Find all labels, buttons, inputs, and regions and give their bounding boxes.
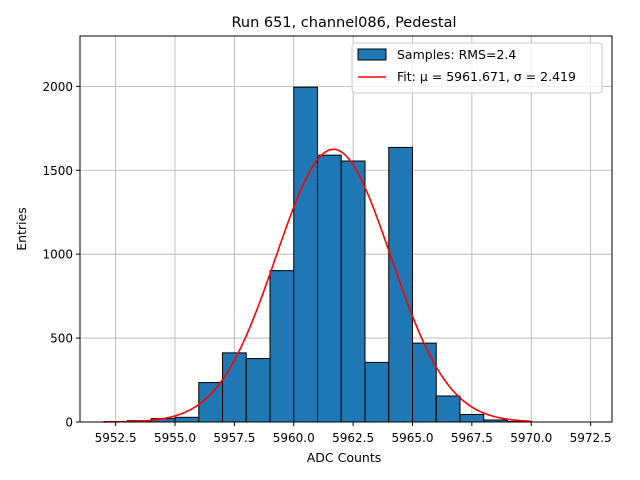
histogram-bar <box>269 270 295 423</box>
y-tick-label: 500 <box>50 332 73 346</box>
histogram-bar <box>340 160 366 423</box>
x-axis-label: ADC Counts <box>307 450 382 465</box>
axes <box>79 35 613 423</box>
histogram-bar <box>293 86 318 423</box>
legend: Samples: RMS=2.4 Fit: μ = 5961.671, σ = … <box>351 42 603 94</box>
x-tick-label: 5957.5 <box>213 431 255 445</box>
x-tick-label: 5965.0 <box>392 431 434 445</box>
chart-title: Run 651, channel086, Pedestal <box>231 15 456 31</box>
x-tick-label: 5972.5 <box>570 431 612 445</box>
x-tick-label: 5967.5 <box>451 431 493 445</box>
x-tick-label: 5962.5 <box>332 431 374 445</box>
x-tick-label: 5960.0 <box>273 431 315 445</box>
y-tick-label: 0 <box>65 416 73 430</box>
plot-frame <box>79 35 613 423</box>
histogram-bar <box>222 352 247 423</box>
y-tick-label: 1000 <box>42 248 73 262</box>
x-tick-label: 5952.5 <box>95 431 137 445</box>
histogram-bar <box>174 416 200 423</box>
histogram-bar <box>317 154 342 423</box>
legend-histogram-swatch <box>357 48 387 61</box>
histogram-bar <box>412 342 437 423</box>
histogram-bar <box>459 413 485 423</box>
histogram-bar <box>364 361 390 423</box>
histogram-bar <box>435 395 461 423</box>
histogram-bars <box>103 86 532 423</box>
x-tick-label: 5970.0 <box>510 431 552 445</box>
fit-curve-layer <box>103 148 532 423</box>
tick-labels: 5952.5 5955.0 5957.5 5960.0 5962.5 5965.0 5967… <box>42 80 611 445</box>
legend-box <box>351 42 603 94</box>
y-axis-label: Entries <box>14 207 29 251</box>
y-tick-label: 2000 <box>42 80 73 94</box>
legend-fit-label: Fit: μ = 5961.671, σ = 2.419 <box>397 69 576 84</box>
y-tick-label: 1500 <box>42 164 73 178</box>
x-tick-label: 5955.0 <box>154 431 196 445</box>
histogram-bar <box>245 358 271 423</box>
legend-histogram-label: Samples: RMS=2.4 <box>397 47 516 62</box>
fit-curve <box>103 148 532 423</box>
